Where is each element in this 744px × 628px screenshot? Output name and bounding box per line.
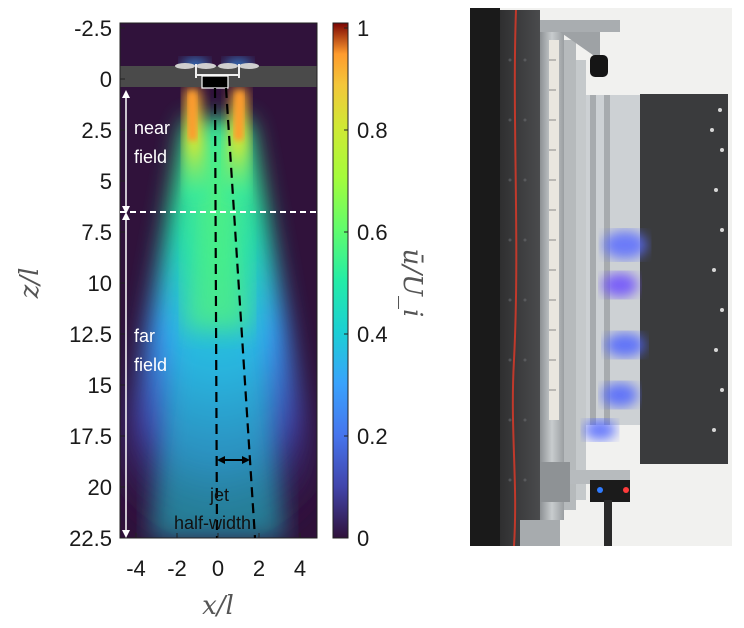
- y-tick: 17.5: [69, 424, 112, 449]
- colorbar-tick: 0.2: [357, 424, 388, 449]
- far-field-label-2: field: [134, 355, 167, 375]
- y-tick: 10: [88, 271, 112, 296]
- y-tick: 12.5: [69, 322, 112, 347]
- colorbar-tick: 0.6: [357, 220, 388, 245]
- colorbar-tick: 0.4: [357, 322, 388, 347]
- x-axis-label: x/l: [202, 591, 234, 621]
- x-tick: 2: [253, 556, 265, 581]
- y-axis: -2.5 0 2.5 5 7.5 10 12.5 15 17.5 20 22.5…: [15, 16, 125, 551]
- jet-contour-plot: near field far field jet half-width -2.5…: [15, 16, 427, 621]
- colorbar: 1 0.8 0.6 0.4 0.2 0 ū/U_i: [332, 16, 427, 551]
- jet-label: jet: [209, 485, 229, 505]
- y-axis-label: z/l: [15, 268, 45, 300]
- half-width-arrow: [217, 456, 250, 464]
- y-tick: 20: [88, 475, 112, 500]
- jet-half-width-line: [224, 87, 257, 539]
- colorbar-tick: 0.8: [357, 118, 388, 143]
- far-field-label-1: far: [134, 326, 155, 346]
- x-tick: 0: [212, 556, 224, 581]
- colorbar-tick: 1: [357, 16, 369, 41]
- x-tick: -4: [126, 556, 146, 581]
- near-field-label-2: field: [134, 147, 167, 167]
- near-field-arrow: [122, 90, 130, 214]
- colorbar-tick: 0: [357, 526, 369, 551]
- y-tick: 15: [88, 373, 112, 398]
- y-tick: 22.5: [69, 526, 112, 551]
- far-field-arrow: [122, 212, 130, 538]
- x-tick: 4: [294, 556, 306, 581]
- x-axis: -4 -2 0 2 4 x/l: [126, 533, 306, 621]
- y-tick: 0: [100, 67, 112, 92]
- y-tick: 2.5: [81, 118, 112, 143]
- y-tick: 7.5: [81, 220, 112, 245]
- y-tick: 5: [100, 169, 112, 194]
- near-field-label-1: near: [134, 118, 170, 138]
- colorbar-label: ū/U_i: [397, 249, 427, 318]
- velocity-field: [120, 23, 317, 538]
- experimental-setup-photo: [470, 8, 732, 548]
- half-width-label: half-width: [174, 513, 251, 533]
- x-tick: -2: [167, 556, 187, 581]
- y-tick: -2.5: [74, 16, 112, 41]
- jet-centerline: [213, 87, 219, 539]
